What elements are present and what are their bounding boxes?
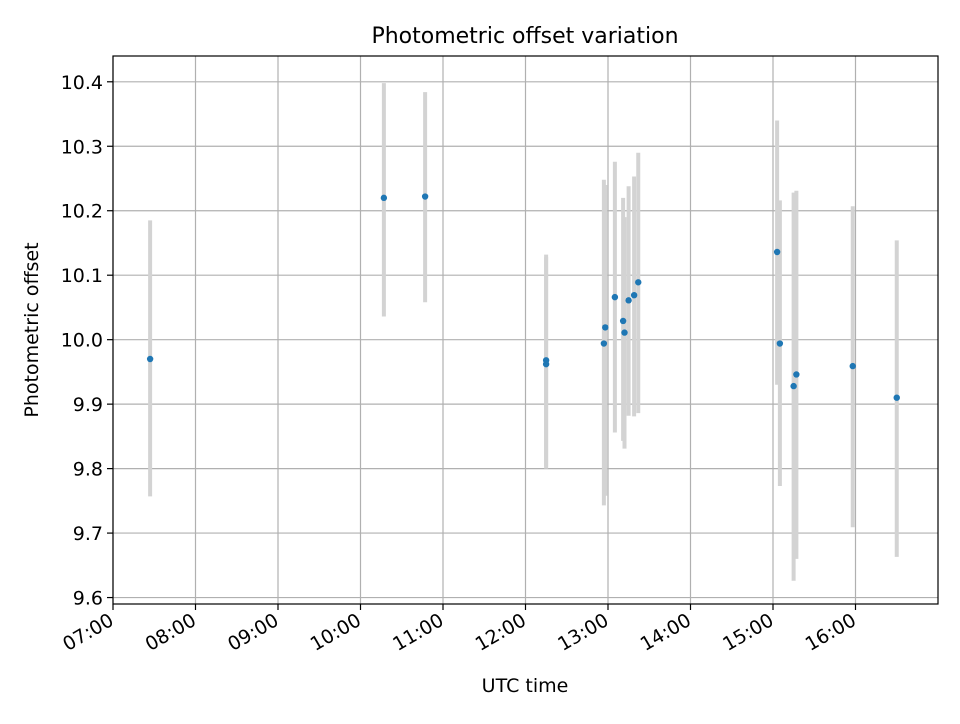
data-point (542, 360, 550, 368)
data-point (380, 194, 388, 202)
y-tick-label: 10.3 (61, 136, 103, 158)
y-tick-label: 10.0 (61, 330, 103, 352)
y-tick-label: 9.7 (73, 523, 103, 545)
y-axis-label: Photometric offset (21, 242, 43, 417)
data-point (893, 394, 900, 401)
data-point (600, 340, 608, 347)
data-point (146, 355, 154, 363)
data-point (611, 293, 619, 301)
data-point (621, 329, 628, 336)
data-point (630, 291, 638, 299)
y-tick-label: 9.8 (73, 459, 103, 481)
grid-lines (112, 56, 938, 604)
y-tick-label: 9.9 (73, 394, 103, 416)
data-point (421, 193, 429, 200)
data-point (773, 248, 781, 256)
data-point (790, 382, 797, 390)
data-point (849, 362, 856, 370)
data-point (776, 340, 784, 347)
data-point (625, 297, 632, 304)
data-point (635, 279, 642, 286)
y-tick-label: 10.4 (61, 72, 103, 94)
y-tick-label: 9.6 (73, 588, 103, 610)
data-points (146, 193, 900, 401)
y-tick-label: 10.2 (61, 201, 103, 223)
y-tick-label: 10.1 (61, 265, 103, 287)
y-axis-ticks: 9.6 9.7 9.8 9.9 10.0 10.1 10.2 10.3 10.4 (61, 72, 113, 610)
data-point (602, 324, 609, 331)
x-axis-label: UTC time (482, 675, 569, 697)
chart-title: Photometric offset variation (371, 24, 678, 49)
data-point (619, 317, 627, 325)
data-point (793, 371, 800, 378)
